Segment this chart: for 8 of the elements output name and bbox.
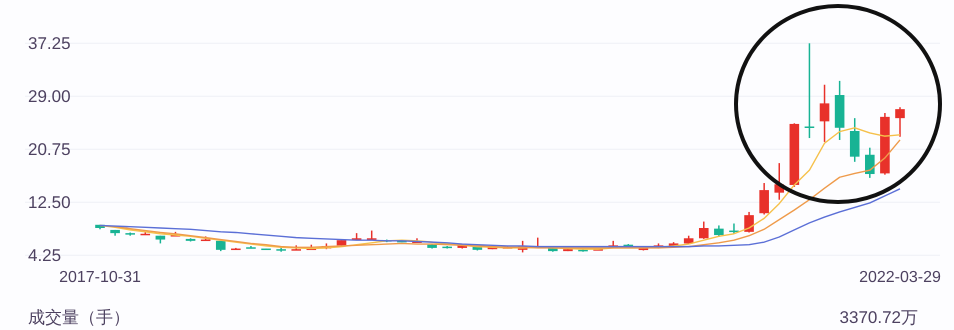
y-tick-label: 20.75 [28, 140, 71, 159]
y-tick-label: 37.25 [28, 34, 71, 53]
x-tick-label: 2017-10-31 [59, 269, 142, 286]
x-tick-label: 2022-03-29 [859, 269, 942, 286]
y-tick-label: 4.25 [28, 246, 62, 265]
annotations: 成交量（手） 3370.72万 [28, 308, 918, 327]
y-tick-label: 12.50 [28, 192, 71, 212]
y-tick-label: 29.00 [28, 86, 71, 106]
